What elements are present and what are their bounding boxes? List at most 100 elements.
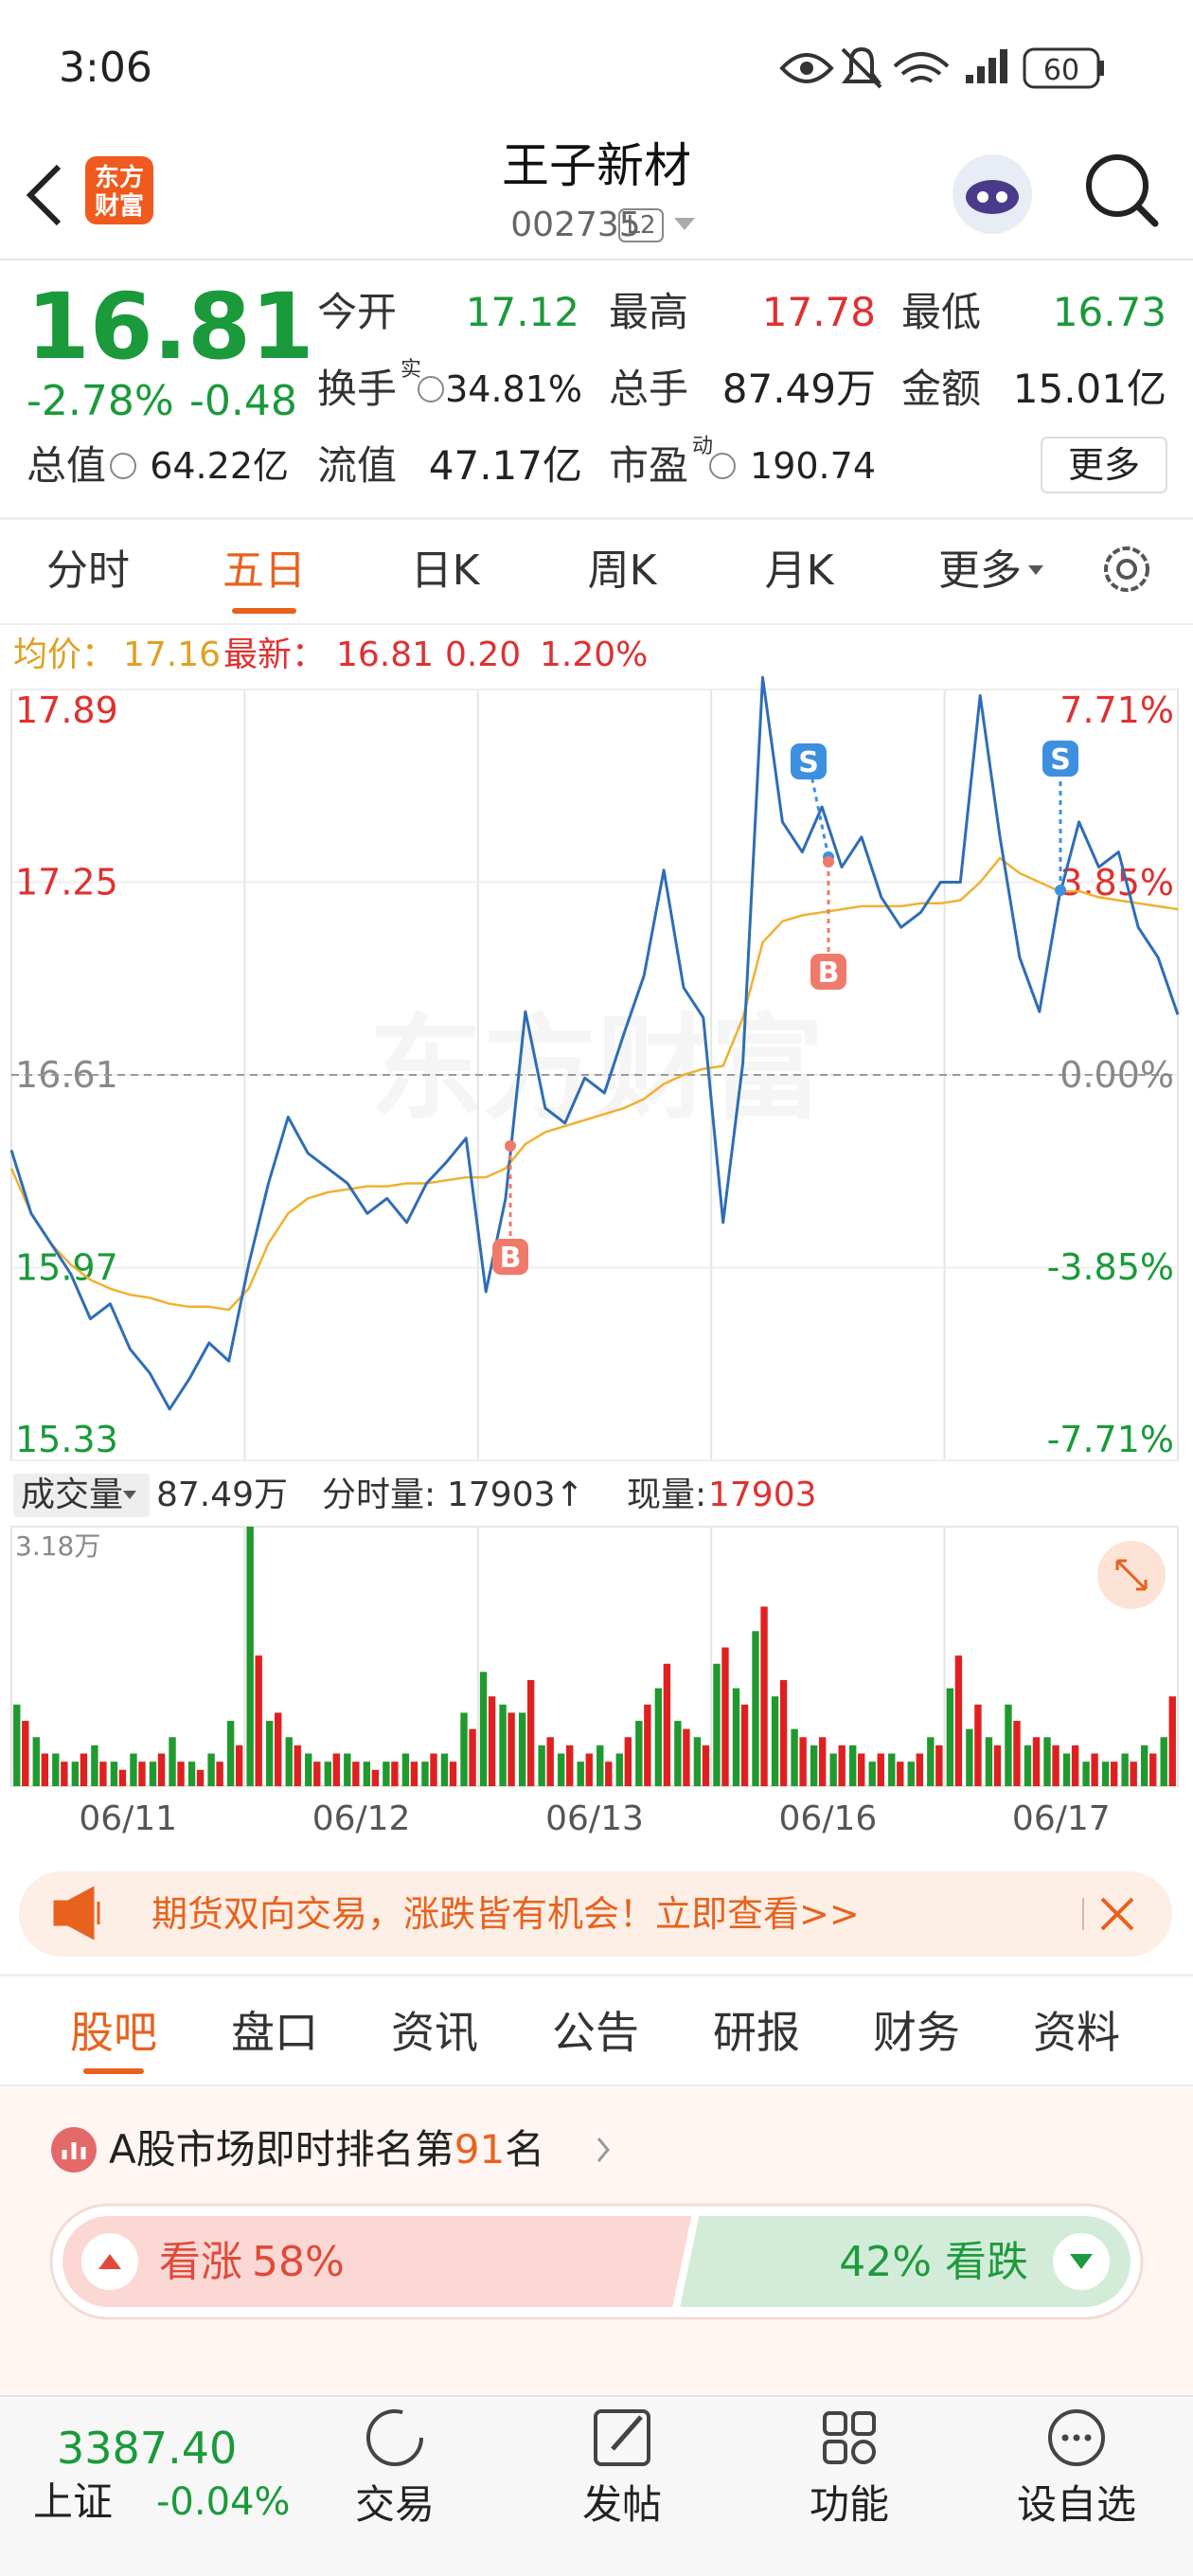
chart-tab[interactable]: 更多 (938, 546, 1022, 595)
content-tab[interactable]: 资料 (1033, 2007, 1120, 2058)
volume-bar (177, 1762, 185, 1786)
date-label: 06/11 (79, 1799, 178, 1838)
average-line (9, 856, 1179, 1312)
volume-bar (810, 1744, 818, 1786)
chart-tab[interactable]: 五日 (223, 546, 306, 595)
search-handle (1134, 203, 1159, 227)
volume-bar (499, 1704, 507, 1786)
signal-bar (988, 58, 996, 83)
volume-bar (1121, 1753, 1129, 1786)
trade-mark-bg (1042, 741, 1078, 777)
info-pct: 1.20% (540, 635, 649, 674)
volume-bar (363, 1762, 371, 1786)
volume-bar (285, 1737, 293, 1786)
content-tab[interactable]: 财务 (873, 2007, 960, 2058)
more-button[interactable]: 更多 (1067, 444, 1141, 486)
back-button[interactable] (26, 164, 62, 226)
volume-bar (1130, 1762, 1137, 1786)
bear-label[interactable]: 看跌 (945, 2238, 1028, 2286)
bottom-nav-item[interactable]: 交易 (354, 2481, 436, 2528)
trade-mark: S (798, 746, 819, 779)
volume-bar (916, 1753, 924, 1786)
volume-bar (324, 1762, 331, 1786)
field-value: 87.49万 (721, 366, 876, 412)
volume-bar (313, 1762, 321, 1786)
volume-bar (1160, 1737, 1167, 1786)
volume-bar (110, 1762, 118, 1786)
banner-text[interactable]: 期货双向交易，涨跌皆有机会！立即查看>> (151, 1893, 860, 1935)
volume-bar (557, 1753, 565, 1786)
volume-bar (305, 1753, 312, 1786)
volume-bar (1149, 1753, 1157, 1786)
index-value: 3387.40 (57, 2423, 238, 2474)
volume-bar (410, 1762, 418, 1786)
info-icon (709, 453, 736, 479)
eye-pupil (800, 62, 813, 75)
volume-bar (41, 1753, 49, 1786)
field-label: 市盈 (609, 442, 689, 489)
volume-bar (383, 1762, 390, 1786)
volume-bar (605, 1762, 613, 1786)
settings-hub (1116, 559, 1137, 580)
volume-bar (974, 1704, 982, 1786)
chart-tab[interactable]: 分时 (46, 546, 130, 595)
volume-bar (713, 1663, 721, 1786)
volume-bar (946, 1688, 954, 1786)
volume-bar (469, 1728, 476, 1786)
bottom-nav-item[interactable]: 发帖 (581, 2481, 663, 2528)
chart-tab[interactable]: 日K (410, 546, 480, 595)
y-tick-label: 15.33 (15, 1419, 118, 1460)
volume-bar (1032, 1737, 1041, 1786)
volume-bar (818, 1737, 827, 1786)
volume-bar (401, 1753, 410, 1786)
volume-bar (216, 1762, 223, 1786)
y-tick-label: 17.25 (15, 862, 118, 903)
field-label: 总手 (609, 366, 689, 412)
volume-bar (1091, 1753, 1098, 1786)
chart-tab[interactable]: 月K (764, 546, 834, 595)
expand-icon (1115, 1559, 1148, 1591)
date-label: 06/13 (545, 1799, 644, 1838)
watermark: 东方财富 (369, 1004, 824, 1136)
field-value: 15.01亿 (1012, 366, 1166, 412)
content-tab[interactable]: 资讯 (391, 2007, 478, 2058)
now-volume-label: 现量: (627, 1476, 707, 1514)
volume-caret (123, 1491, 136, 1499)
chart-tab[interactable]: 周K (587, 546, 657, 595)
trade-mark-bg (791, 743, 827, 779)
tab-underline (232, 608, 296, 614)
volume-bar (848, 1744, 857, 1786)
tick-volume-label: 分时量: (322, 1476, 436, 1514)
level-label: L2 (626, 211, 655, 240)
content-tab[interactable]: 研报 (713, 2007, 800, 2058)
volume-bar (52, 1753, 60, 1786)
volume-bar (138, 1762, 146, 1786)
bull-label[interactable]: 看涨 (159, 2238, 242, 2286)
content-tab[interactable]: 盘口 (231, 2007, 318, 2058)
volume-bar (1101, 1762, 1110, 1786)
content-tab[interactable]: 股吧 (70, 2007, 157, 2058)
volume-frame (10, 1526, 1179, 1787)
section-gap (0, 517, 1193, 520)
volume-bar (1052, 1744, 1059, 1786)
bottom-nav-item[interactable]: 功能 (809, 2481, 890, 2528)
volume-bar (22, 1721, 29, 1786)
volume-label[interactable]: 成交量 (21, 1476, 124, 1514)
bottom-nav-item[interactable]: 设自选 (1016, 2481, 1137, 2528)
search-button (1086, 154, 1148, 217)
trade-point (1055, 885, 1066, 896)
function-icon (851, 2411, 876, 2436)
field-sup: 实 (401, 358, 422, 382)
field-value: 17.12 (465, 289, 579, 335)
ranking-text[interactable]: A股市场即时排名第91名 (109, 2130, 544, 2170)
content-tab[interactable]: 公告 (552, 2007, 639, 2058)
volume-bar (118, 1769, 127, 1786)
volume-bar (585, 1753, 593, 1786)
volume-bar (449, 1762, 457, 1786)
volume-bar (207, 1753, 215, 1786)
ranking-rank: 91 (454, 2126, 506, 2173)
info-icon (418, 376, 444, 402)
field-sup: 动 (692, 435, 714, 458)
volume-bar (674, 1721, 682, 1786)
volume-bar (246, 1527, 254, 1786)
